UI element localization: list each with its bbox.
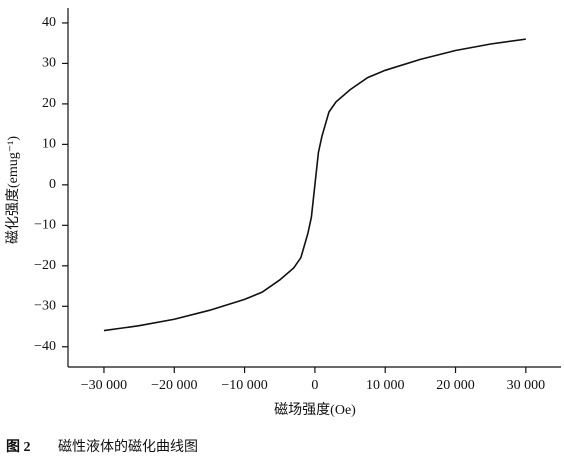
magnetization-curve [103, 38, 526, 332]
y-tick-label: −10 [34, 218, 56, 233]
x-tick-label: 0 [311, 378, 318, 393]
y-tick-label: 10 [42, 137, 56, 152]
caption-text: 磁性液体的磁化曲线图 [58, 439, 198, 455]
x-tick-label: 20 000 [436, 378, 475, 393]
y-tick-label: 0 [49, 177, 56, 192]
y-tick-label: −20 [34, 258, 56, 273]
y-axis-label: 磁化强度(emug⁻¹) [5, 136, 21, 244]
x-tick-label: 10 000 [366, 378, 405, 393]
x-tick-label: −30 000 [81, 378, 127, 393]
y-tick-label: −30 [34, 299, 56, 314]
y-tick-label: 40 [42, 15, 56, 30]
caption-number: 图 2 [6, 439, 31, 455]
y-tick-label: −40 [34, 339, 56, 354]
x-axis-label: 磁场强度(Oe) [274, 402, 356, 418]
x-tick-label: 30 000 [507, 378, 546, 393]
x-tick-label: −20 000 [151, 378, 197, 393]
y-tick-label: 20 [42, 96, 56, 111]
y-tick-label: 30 [42, 56, 56, 71]
x-tick-label: −10 000 [221, 378, 267, 393]
